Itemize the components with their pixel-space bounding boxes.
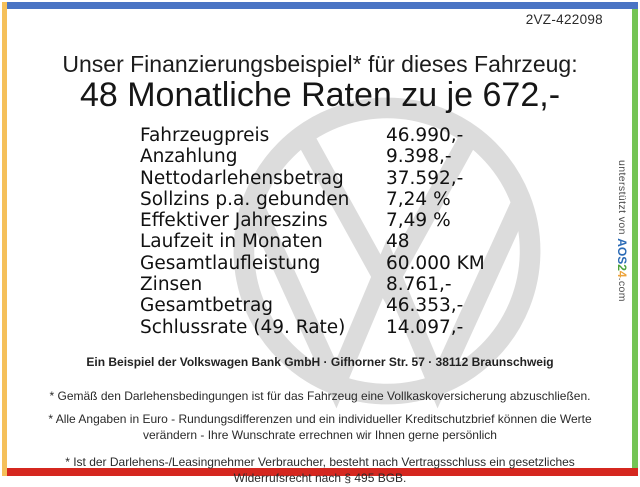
row-label: Anzahlung xyxy=(140,146,238,168)
row-label: Zinsen xyxy=(140,274,203,296)
table-row: Schlussrate (49. Rate) 14.097,- xyxy=(140,317,485,338)
financing-table: Fahrzeugpreis 46.990,- Anzahlung 9.398,-… xyxy=(140,125,485,338)
row-value: 37.592,- xyxy=(386,167,464,189)
frame-right-bar xyxy=(632,9,638,468)
row-label: Sollzins p.a. gebunden xyxy=(140,188,350,210)
table-row: Fahrzeugpreis 46.990,- xyxy=(140,125,485,146)
bank-address-line: Ein Beispiel der Volkswagen Bank GmbH · … xyxy=(86,355,554,369)
row-value: 14.097,- xyxy=(386,316,464,338)
frame-bottom-bar xyxy=(7,468,638,476)
row-value: 46.990,- xyxy=(386,125,464,146)
row-value: 7,24 % xyxy=(386,188,451,210)
table-row: Anzahlung 9.398,- xyxy=(140,146,485,167)
supported-by-label: unterstützt von xyxy=(616,160,628,239)
row-label: Schlussrate (49. Rate) xyxy=(140,316,346,338)
row-label: Effektiver Jahreszins xyxy=(140,210,328,232)
row-label: Gesamtbetrag xyxy=(140,295,274,317)
row-value: 48 xyxy=(386,231,410,253)
aos24-logo: AOS24 xyxy=(615,238,629,277)
supported-by-credit: unterstützt von AOS24.com xyxy=(615,160,629,302)
aos24-letter: A xyxy=(615,238,629,247)
aos24-letter: 2 xyxy=(615,264,629,271)
vw-logo-watermark-icon xyxy=(228,92,546,410)
table-row: Effektiver Jahreszins 7,49 % xyxy=(140,210,485,231)
row-value: 9.398,- xyxy=(386,146,452,168)
monthly-rate-headline: 48 Monatliche Raten zu je 672,- xyxy=(79,76,561,114)
page-title: Unser Finanzierungsbeispiel* für dieses … xyxy=(62,51,578,77)
table-row: Laufzeit in Monaten 48 xyxy=(140,231,485,252)
row-value: 60.000 KM xyxy=(386,252,485,274)
row-value: 46.353,- xyxy=(386,295,464,317)
frame-top-bar xyxy=(7,2,638,9)
aos24-letter: S xyxy=(615,256,629,265)
row-value: 7,49 % xyxy=(386,210,451,232)
table-row: Gesamtbetrag 46.353,- xyxy=(140,295,485,316)
aos24-letter: 4 xyxy=(615,270,629,278)
table-row: Gesamtlaufleistung 60.000 KM xyxy=(140,253,485,274)
frame-left-bar xyxy=(2,2,7,476)
disclaimer-rounding: * Alle Angaben in Euro - Rundungsdiffere… xyxy=(48,411,592,443)
row-value: 8.761,- xyxy=(386,274,452,296)
table-row: Zinsen 8.761,- xyxy=(140,274,485,295)
aos24-suffix: .com xyxy=(616,277,628,302)
sheet-content: 2VZ-422098 Unser Finanzierungsbeispiel* … xyxy=(9,9,631,485)
disclaimer-insurance: * Gemäß den Darlehensbedingungen ist für… xyxy=(49,389,591,403)
aos24-letter: O xyxy=(615,246,629,257)
table-row: Sollzins p.a. gebunden 7,24 % xyxy=(140,189,485,210)
row-label: Nettodarlehensbetrag xyxy=(140,167,344,189)
document-id: 2VZ-422098 xyxy=(525,12,603,27)
row-label: Laufzeit in Monaten xyxy=(140,231,323,253)
footer: Ein Beispiel der Volkswagen Bank GmbH · … xyxy=(9,355,631,487)
row-label: Fahrzeugpreis xyxy=(140,125,270,146)
table-row: Nettodarlehensbetrag 37.592,- xyxy=(140,168,485,189)
disclaimer-withdrawal: * Ist der Darlehens-/Leasingnehmer Verbr… xyxy=(65,454,575,486)
row-label: Gesamtlaufleistung xyxy=(140,252,321,274)
